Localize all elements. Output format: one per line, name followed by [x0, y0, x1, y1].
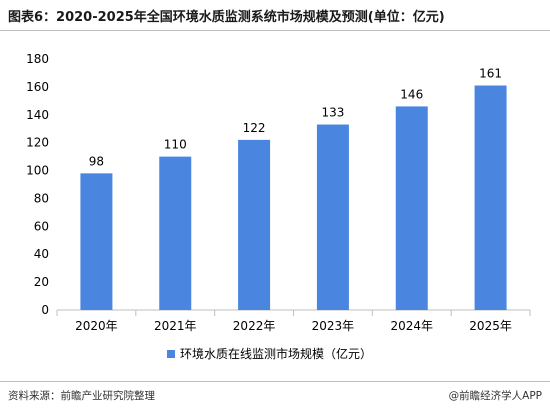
- x-tick-label: 2020年: [75, 319, 118, 333]
- legend-label: 环境水质在线监测市场规模（亿元）: [180, 346, 372, 361]
- bar: [80, 173, 113, 310]
- y-tick-label: 80: [34, 191, 49, 205]
- legend: 环境水质在线监测市场规模（亿元）: [167, 346, 372, 361]
- bar: [395, 106, 428, 311]
- bar: [238, 139, 271, 310]
- bar-value-label: 146: [400, 87, 423, 101]
- bar: [474, 85, 507, 310]
- bar-value-label: 98: [89, 154, 104, 168]
- y-tick-label: 60: [34, 219, 49, 233]
- y-tick-label: 120: [26, 136, 49, 150]
- x-tick-label: 2022年: [233, 319, 276, 333]
- bar: [316, 124, 349, 311]
- bar-value-label: 133: [321, 106, 344, 120]
- x-tick-label: 2023年: [312, 319, 355, 333]
- legend-swatch: [167, 350, 175, 358]
- bar: [159, 156, 192, 310]
- bar-value-label: 110: [164, 138, 187, 152]
- title-divider: [0, 30, 550, 31]
- y-tick-label: 0: [41, 303, 49, 317]
- x-axis: 2020年 2021年 2022年 2023年 2024年 2025年: [56, 309, 531, 333]
- y-tick-label: 20: [34, 275, 49, 289]
- brand-credit: @前瞻经济学人APP: [448, 390, 542, 402]
- x-tick-label: 2025年: [469, 319, 512, 333]
- y-tick-label: 140: [26, 108, 49, 122]
- data-labels: 98 110 122 133 146 161: [89, 66, 502, 168]
- footer-divider: [0, 381, 550, 382]
- y-tick-label: 100: [26, 164, 49, 178]
- y-tick-label: 160: [26, 80, 49, 94]
- source-note: 资料来源：前瞻产业研究院整理: [8, 390, 155, 402]
- bar-chart: 0 20 40 60 80 100 120 140 160 180 2020年 2021年 2022年…: [26, 52, 531, 361]
- y-tick-label: 180: [26, 52, 49, 66]
- chart-title: 图表6：2020-2025年全国环境水质监测系统市场规模及预测(单位：亿元): [8, 10, 445, 25]
- x-tick-label: 2021年: [154, 319, 197, 333]
- bar-value-label: 161: [479, 66, 502, 80]
- bar-series: [80, 85, 507, 311]
- y-tick-label: 40: [34, 247, 49, 261]
- x-tick-label: 2024年: [390, 319, 433, 333]
- y-axis: 0 20 40 60 80 100 120 140 160 180: [26, 52, 49, 317]
- bar-value-label: 122: [243, 121, 266, 135]
